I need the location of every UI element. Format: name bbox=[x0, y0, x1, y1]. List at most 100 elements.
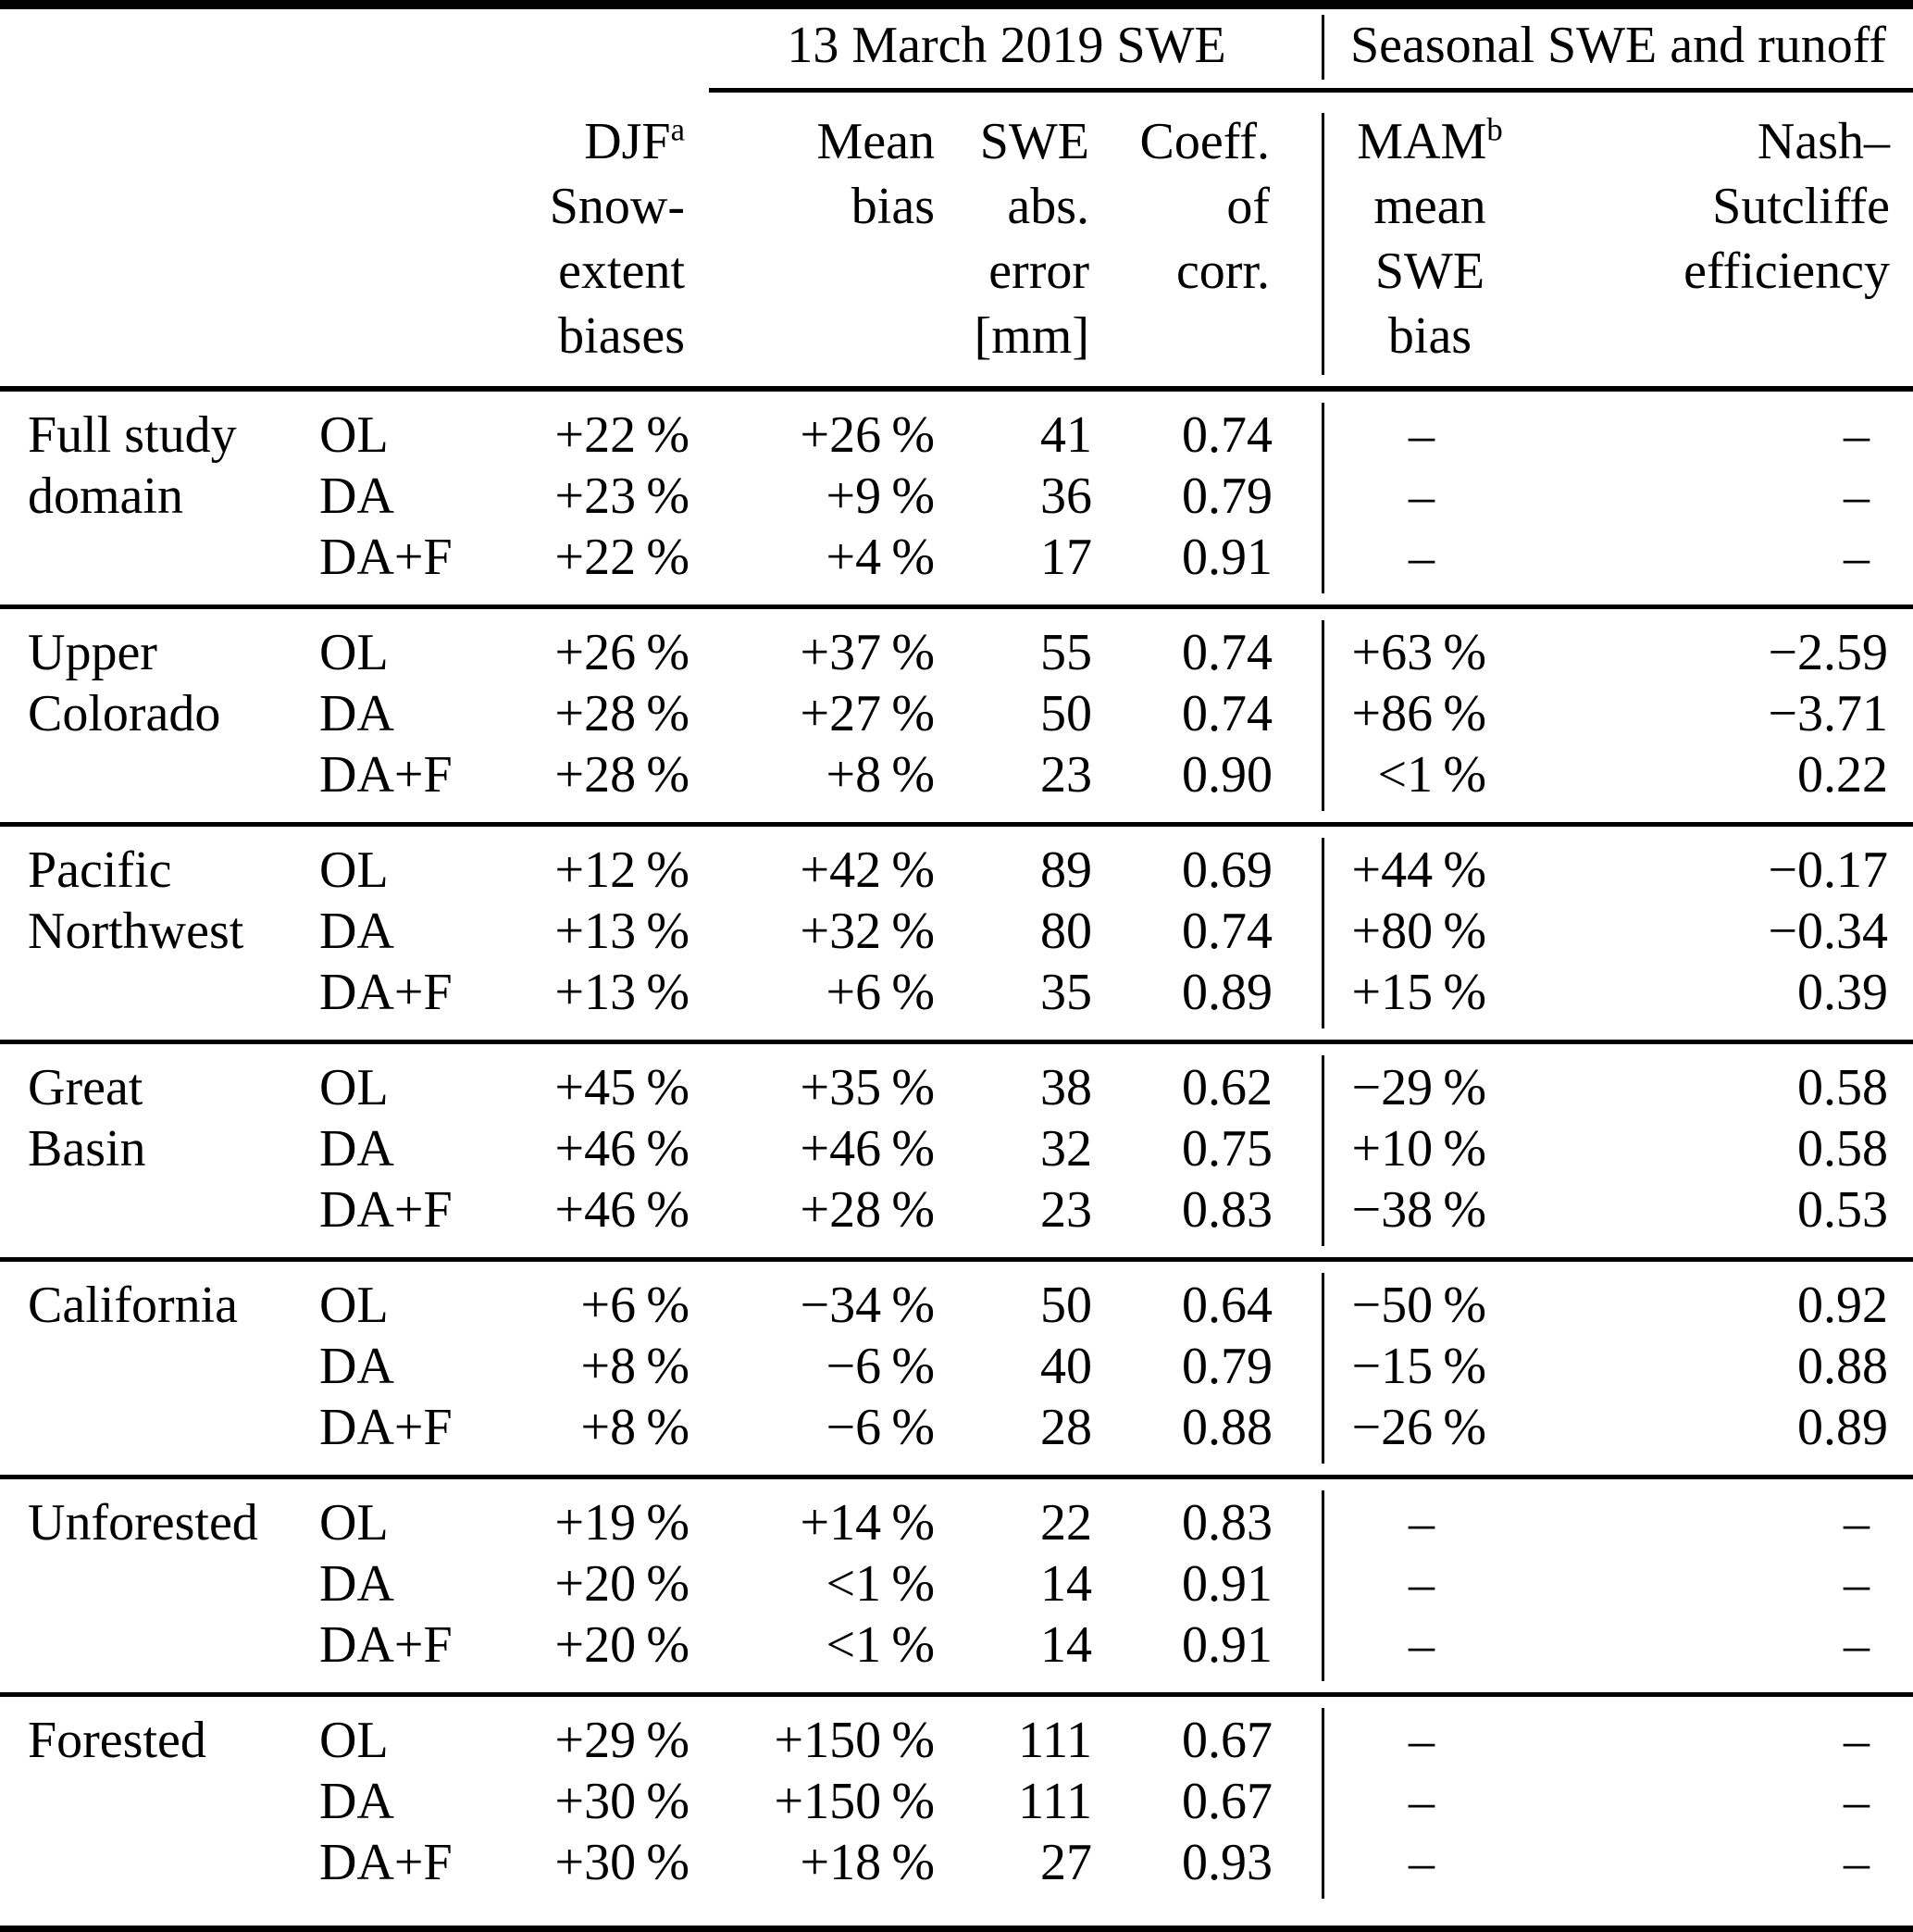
vertical-divider bbox=[1322, 403, 1324, 593]
djf-snow-extent-bias-cell: +19 % bbox=[554, 1494, 689, 1552]
djf-snow-extent-bias-cell: +20 % bbox=[554, 1555, 689, 1613]
coeff-of-corr-cell: 0.83 bbox=[1182, 1494, 1273, 1552]
table-section: California OL +6 % −34 % 50 0.64 −50 % 0.92 DA +8… bbox=[0, 1262, 1913, 1475]
region-cell: Upper bbox=[28, 624, 157, 681]
table-bottom-rule bbox=[0, 1926, 1913, 1932]
nash-sutcliffe-cell: – bbox=[1499, 1492, 1913, 1553]
coeff-of-corr-cell: 0.89 bbox=[1182, 964, 1273, 1021]
table-row: DA+F +30 % +18 % 27 0.93 – – bbox=[0, 1832, 1913, 1893]
coeff-of-corr-cell: 0.79 bbox=[1182, 467, 1273, 525]
nash-sutcliffe-cell: – bbox=[1499, 466, 1913, 527]
run-label-cell: DA+F bbox=[319, 1181, 453, 1239]
table-section: Pacific OL +12 % +42 % 89 0.69 +44 % −0.17 North… bbox=[0, 827, 1913, 1040]
mam-mean-swe-bias-cell: −26 % bbox=[1351, 1399, 1486, 1456]
mean-bias-cell: +28 % bbox=[800, 1181, 935, 1239]
mam-mean-swe-bias-cell: +86 % bbox=[1351, 685, 1486, 742]
table-row: Unforested OL +19 % +14 % 22 0.83 – – bbox=[0, 1492, 1913, 1553]
column-header-line: Nash– bbox=[1757, 113, 1890, 170]
run-label-cell: OL bbox=[319, 1059, 389, 1116]
swe-abs-error-cell: 38 bbox=[1040, 1059, 1092, 1116]
mam-mean-swe-bias-cell: <1 % bbox=[1377, 746, 1486, 804]
column-header-line: Coeff. bbox=[1139, 113, 1271, 170]
table-row: DA+F +20 % <1 % 14 0.91 – – bbox=[0, 1614, 1913, 1676]
missing-value-dash: – bbox=[1844, 1616, 1870, 1674]
missing-value-dash: – bbox=[1409, 406, 1435, 464]
run-label-cell: OL bbox=[319, 406, 389, 464]
djf-snow-extent-bias-cell: +12 % bbox=[554, 841, 689, 899]
region-cell bbox=[0, 1771, 319, 1832]
missing-value-dash: – bbox=[1844, 406, 1870, 464]
coeff-of-corr-cell: 0.62 bbox=[1182, 1059, 1273, 1116]
column-header-line: DJFa bbox=[584, 111, 685, 170]
mean-bias-cell: +46 % bbox=[800, 1120, 935, 1178]
mean-bias-cell: +32 % bbox=[800, 903, 935, 960]
swe-abs-error-cell: 50 bbox=[1040, 1277, 1092, 1334]
mean-bias-cell: +4 % bbox=[826, 529, 935, 586]
region-cell: Colorado bbox=[28, 685, 221, 742]
section-divider-rule bbox=[0, 1040, 1913, 1044]
mam-mean-swe-bias-cell: −50 % bbox=[1351, 1277, 1486, 1334]
region-cell bbox=[0, 1179, 319, 1240]
region-cell bbox=[0, 1553, 319, 1614]
mam-mean-swe-bias-cell: – bbox=[1323, 1710, 1499, 1771]
mam-mean-swe-bias-cell: +44 % bbox=[1351, 841, 1486, 899]
missing-value-dash: – bbox=[1409, 1712, 1435, 1769]
mam-mean-swe-bias-cell: – bbox=[1323, 405, 1499, 466]
nash-sutcliffe-cell: – bbox=[1499, 1771, 1913, 1832]
coeff-of-corr-cell: 0.74 bbox=[1182, 685, 1273, 742]
section-divider-rule bbox=[0, 1475, 1913, 1479]
coeff-of-corr-cell: 0.83 bbox=[1182, 1181, 1273, 1239]
missing-value-dash: – bbox=[1844, 467, 1870, 525]
nash-sutcliffe-cell: −2.59 bbox=[1768, 624, 1888, 681]
table-row: Forested OL +29 % +150 % 111 0.67 – – bbox=[0, 1710, 1913, 1771]
table-row: Great OL +45 % +35 % 38 0.62 −29 % 0.58 bbox=[0, 1057, 1913, 1118]
mam-mean-swe-bias-cell: −38 % bbox=[1351, 1181, 1486, 1239]
swe-abs-error-cell: 22 bbox=[1040, 1494, 1092, 1552]
run-label-cell: DA bbox=[319, 903, 394, 960]
djf-snow-extent-bias-cell: +6 % bbox=[580, 1277, 689, 1334]
group-header-13-march-2019-swe: 13 March 2019 SWE bbox=[787, 17, 1226, 74]
djf-snow-extent-bias-cell: +45 % bbox=[554, 1059, 689, 1116]
djf-snow-extent-bias-cell: +30 % bbox=[554, 1773, 689, 1830]
group-header-underline bbox=[709, 88, 1913, 93]
swe-abs-error-cell: 23 bbox=[1040, 746, 1092, 804]
table-row: domain DA +23 % +9 % 36 0.79 – – bbox=[0, 466, 1913, 527]
swe-abs-error-cell: 40 bbox=[1040, 1338, 1092, 1395]
table-row: Upper OL +26 % +37 % 55 0.74 +63 % −2.59 bbox=[0, 622, 1913, 683]
missing-value-dash: – bbox=[1844, 1834, 1870, 1891]
run-label-cell: OL bbox=[319, 1712, 389, 1769]
djf-snow-extent-bias-cell: +22 % bbox=[554, 406, 689, 464]
region-cell: Pacific bbox=[28, 841, 172, 899]
djf-snow-extent-bias-cell: +29 % bbox=[554, 1712, 689, 1769]
coeff-of-corr-cell: 0.91 bbox=[1182, 1616, 1273, 1674]
table-body: Full study OL +22 % +26 % 41 0.74– – domain DA +2… bbox=[0, 392, 1913, 1910]
mean-bias-cell: +42 % bbox=[800, 841, 935, 899]
region-cell bbox=[0, 1336, 319, 1397]
vertical-divider bbox=[1322, 1708, 1324, 1899]
run-label-cell: OL bbox=[319, 624, 389, 681]
column-header-line: MAMb bbox=[1357, 111, 1503, 170]
nash-sutcliffe-cell: – bbox=[1499, 1710, 1913, 1771]
coeff-of-corr-cell: 0.74 bbox=[1182, 624, 1273, 681]
run-label-cell: DA bbox=[319, 685, 394, 742]
mam-mean-swe-bias-cell: +10 % bbox=[1351, 1120, 1486, 1178]
mean-bias-cell: +18 % bbox=[800, 1834, 935, 1891]
column-header-nash-sutcliffe-efficiency: Nash– Sutcliffe efficiency bbox=[1683, 109, 1890, 304]
region-cell: domain bbox=[28, 467, 183, 525]
coeff-of-corr-cell: 0.69 bbox=[1182, 841, 1273, 899]
djf-snow-extent-bias-cell: +23 % bbox=[554, 467, 689, 525]
nash-sutcliffe-cell: – bbox=[1499, 405, 1913, 466]
swe-abs-error-cell: 14 bbox=[1040, 1555, 1092, 1613]
swe-abs-error-cell: 14 bbox=[1040, 1616, 1092, 1674]
mean-bias-cell: <1 % bbox=[826, 1616, 935, 1674]
column-header-line: corr. bbox=[1175, 243, 1270, 300]
column-header-line: bias bbox=[1387, 307, 1472, 365]
run-label-cell: DA bbox=[319, 1773, 394, 1830]
mean-bias-cell: +14 % bbox=[800, 1494, 935, 1552]
table-row: Full study OL +22 % +26 % 41 0.74 – – bbox=[0, 405, 1913, 466]
mam-mean-swe-bias-cell: +63 % bbox=[1351, 624, 1486, 681]
nash-sutcliffe-cell: 0.89 bbox=[1797, 1399, 1888, 1456]
header-bottom-rule bbox=[0, 386, 1913, 392]
section-divider-rule bbox=[0, 1257, 1913, 1262]
swe-abs-error-cell: 35 bbox=[1040, 964, 1092, 1021]
